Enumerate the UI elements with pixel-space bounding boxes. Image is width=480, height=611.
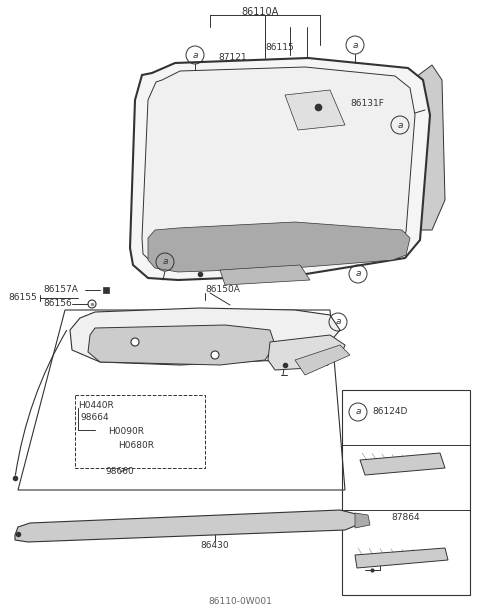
Polygon shape bbox=[412, 65, 445, 230]
Text: a: a bbox=[397, 120, 403, 130]
Text: 98632: 98632 bbox=[148, 348, 177, 356]
Polygon shape bbox=[130, 58, 430, 280]
Text: H0090R: H0090R bbox=[108, 428, 144, 436]
Circle shape bbox=[131, 338, 139, 346]
Polygon shape bbox=[355, 548, 448, 568]
Text: 86150A: 86150A bbox=[205, 285, 240, 295]
Polygon shape bbox=[70, 308, 340, 365]
Text: 87121: 87121 bbox=[218, 53, 247, 62]
Circle shape bbox=[211, 351, 219, 359]
Text: H0680R: H0680R bbox=[118, 441, 154, 450]
Polygon shape bbox=[355, 513, 370, 528]
Text: 98660: 98660 bbox=[105, 467, 134, 477]
Text: 86131F: 86131F bbox=[350, 98, 384, 108]
Circle shape bbox=[88, 300, 96, 308]
Polygon shape bbox=[360, 453, 445, 475]
Polygon shape bbox=[88, 325, 275, 365]
Bar bbox=[103, 287, 109, 293]
Text: a: a bbox=[192, 51, 198, 59]
Polygon shape bbox=[295, 345, 350, 375]
Text: 86153: 86153 bbox=[180, 313, 209, 323]
Text: H0440R: H0440R bbox=[78, 400, 114, 409]
Text: 98664: 98664 bbox=[80, 414, 108, 422]
Text: 86157A: 86157A bbox=[43, 285, 78, 295]
Text: 98631A: 98631A bbox=[225, 351, 260, 359]
Text: 86110-0W001: 86110-0W001 bbox=[208, 598, 272, 607]
Text: 86124D: 86124D bbox=[372, 408, 408, 417]
Text: 86115: 86115 bbox=[265, 43, 294, 53]
Polygon shape bbox=[142, 67, 415, 269]
Text: a: a bbox=[355, 269, 361, 279]
Text: a: a bbox=[352, 40, 358, 49]
Polygon shape bbox=[285, 90, 345, 130]
Text: 87864: 87864 bbox=[392, 513, 420, 522]
Text: 1249BD: 1249BD bbox=[295, 359, 331, 367]
Polygon shape bbox=[15, 510, 362, 542]
Text: 86155: 86155 bbox=[8, 293, 37, 302]
Polygon shape bbox=[268, 335, 345, 370]
Text: 86156: 86156 bbox=[43, 299, 72, 309]
Text: 86430: 86430 bbox=[201, 541, 229, 549]
Polygon shape bbox=[220, 265, 310, 285]
Polygon shape bbox=[148, 222, 410, 272]
Text: a: a bbox=[355, 408, 361, 417]
Text: 86123A: 86123A bbox=[176, 257, 211, 266]
Text: a: a bbox=[335, 318, 341, 326]
Text: 86110A: 86110A bbox=[241, 7, 278, 17]
Text: a: a bbox=[162, 257, 168, 266]
